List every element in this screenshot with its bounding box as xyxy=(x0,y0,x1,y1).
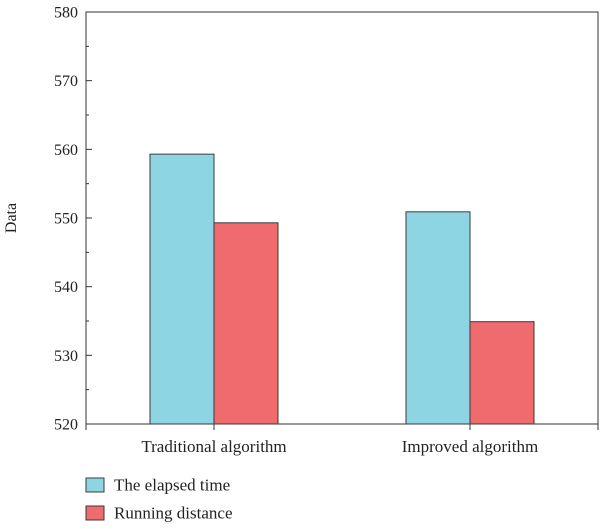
bars xyxy=(149,153,535,425)
x-tick-label: Improved algorithm xyxy=(402,437,538,456)
y-tick-label: 520 xyxy=(54,417,78,434)
y-axis-label: Data xyxy=(3,203,20,233)
y-tick-label: 530 xyxy=(54,348,78,365)
bar-0-0 xyxy=(149,153,215,425)
bar-0-1 xyxy=(213,222,279,425)
legend-swatch-0 xyxy=(85,477,105,493)
bar-1-1 xyxy=(469,321,535,425)
y-tick-label: 560 xyxy=(54,142,78,159)
axes: 520 530 540 550 560 570 580 Data Traditional alg… xyxy=(3,5,599,456)
y-tick-label: 580 xyxy=(54,5,78,22)
legend-label-1: Running distance xyxy=(114,504,233,523)
legend: The elapsed time Running distance xyxy=(85,476,233,523)
legend-swatch-1 xyxy=(85,505,105,521)
x-tick-label: Traditional algorithm xyxy=(141,437,286,456)
legend-label-0: The elapsed time xyxy=(114,476,230,495)
bar-1-0 xyxy=(405,211,471,425)
y-tick-label: 540 xyxy=(54,279,78,296)
y-tick-label: 550 xyxy=(54,211,78,228)
y-tick-label: 570 xyxy=(54,73,78,90)
